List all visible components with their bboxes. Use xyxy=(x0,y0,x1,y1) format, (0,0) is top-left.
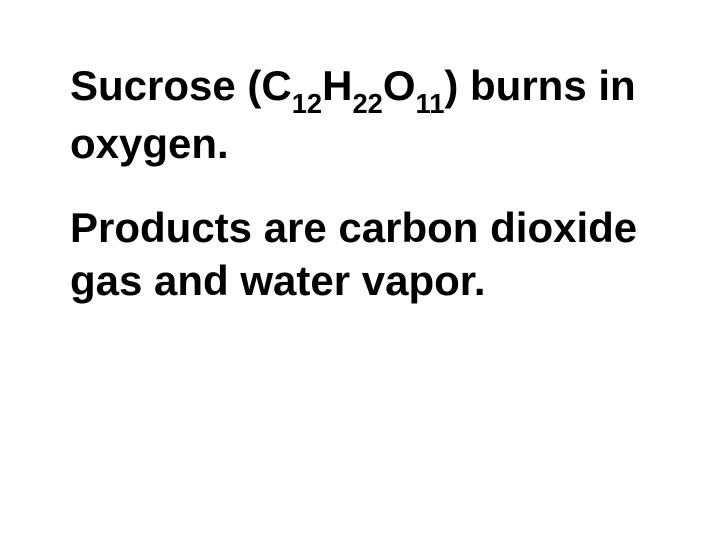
paragraph-products: Products are carbon dioxide gas and wate… xyxy=(70,202,650,307)
formula-oxygen: O xyxy=(383,62,416,109)
text-sucrose-prefix: Sucrose ( xyxy=(70,62,261,109)
formula-carbon: C xyxy=(261,62,291,109)
paragraph-sucrose-formula: Sucrose (C12H22O11) burns in oxygen. xyxy=(70,60,650,170)
formula-hydrogen: H xyxy=(322,62,352,109)
formula-oxygen-subscript: 11 xyxy=(416,88,445,119)
formula-carbon-subscript: 12 xyxy=(292,88,322,119)
formula-hydrogen-subscript: 22 xyxy=(352,88,382,119)
text-products: Products are carbon dioxide gas and wate… xyxy=(70,204,637,304)
